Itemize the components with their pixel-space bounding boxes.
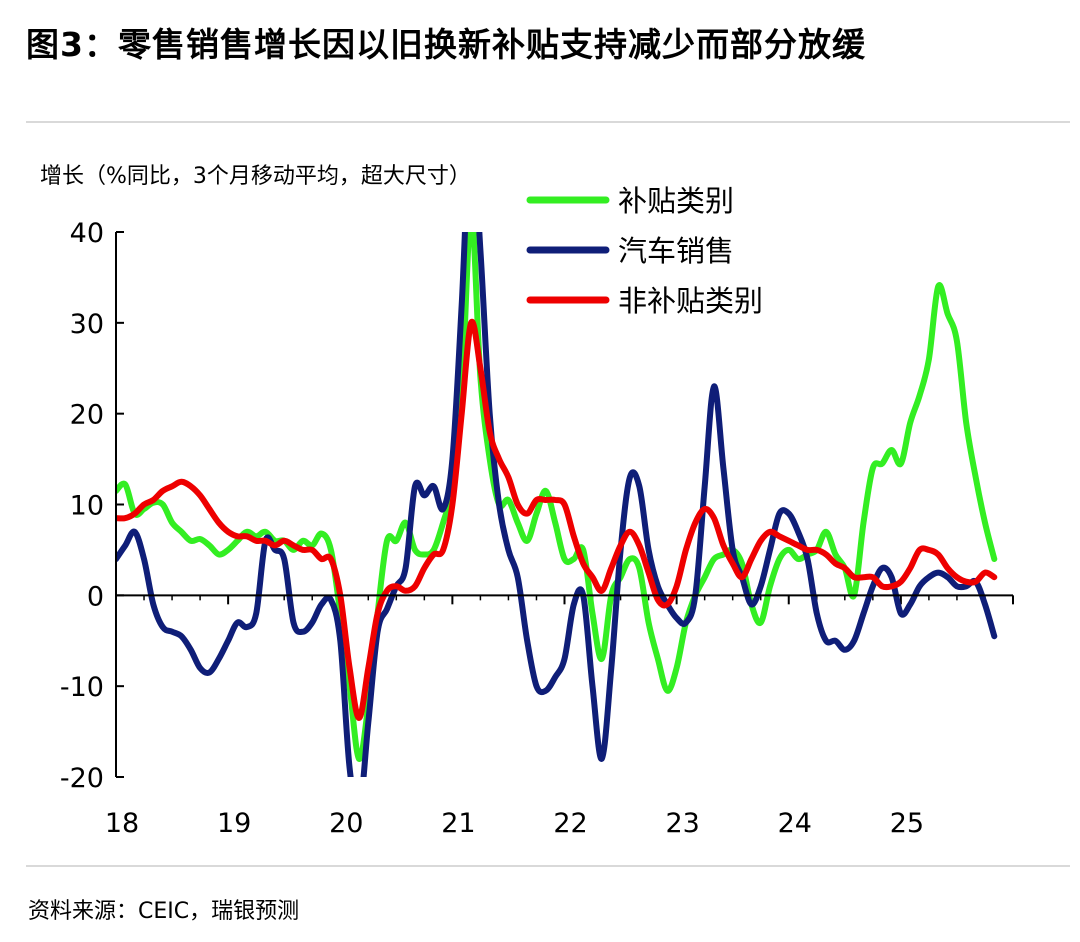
x-tick-label: 19 <box>217 808 251 839</box>
y-tick-label: -20 <box>60 763 104 794</box>
y-tick-label: 20 <box>70 400 104 431</box>
bottom-divider <box>26 865 1070 867</box>
top-divider <box>26 121 1070 123</box>
y-tick-label: 10 <box>70 491 104 522</box>
x-tick-label: 25 <box>890 808 924 839</box>
x-tick-label: 22 <box>553 808 587 839</box>
legend-label-1: 补贴类别 <box>618 184 734 218</box>
series-line-1 <box>116 232 998 762</box>
series-lines <box>116 232 998 777</box>
axes <box>115 232 1013 777</box>
x-tick-label: 18 <box>105 808 139 839</box>
x-tick-label: 23 <box>665 808 699 839</box>
x-tick-label: 21 <box>441 808 475 839</box>
x-tick-label: 20 <box>329 808 363 839</box>
y-tick-label: 30 <box>70 309 104 340</box>
legend-label-2: 汽车销售 <box>618 234 734 268</box>
series-line-2 <box>116 232 998 777</box>
x-axis-ticks: 18 19 20 21 22 23 24 25 <box>105 595 1014 839</box>
y-axis-unit-label: 增长（%同比，3个月移动平均，超大尺寸） <box>40 164 471 189</box>
source-note: 资料来源：CEIC，瑞银预测 <box>28 899 300 924</box>
series-line-3 <box>116 318 998 721</box>
y-tick-label: 0 <box>87 581 104 612</box>
y-tick-label: 40 <box>70 218 104 249</box>
y-axis-ticks: 40 30 20 10 0 -10 -20 <box>60 218 124 794</box>
legend-label-3: 非补贴类别 <box>618 284 763 318</box>
y-tick-label: -10 <box>60 672 104 703</box>
chart-title: 图3：零售销售增长因以旧换新补贴支持减少而部分放缓 <box>26 25 866 64</box>
x-tick-label: 24 <box>778 808 812 839</box>
